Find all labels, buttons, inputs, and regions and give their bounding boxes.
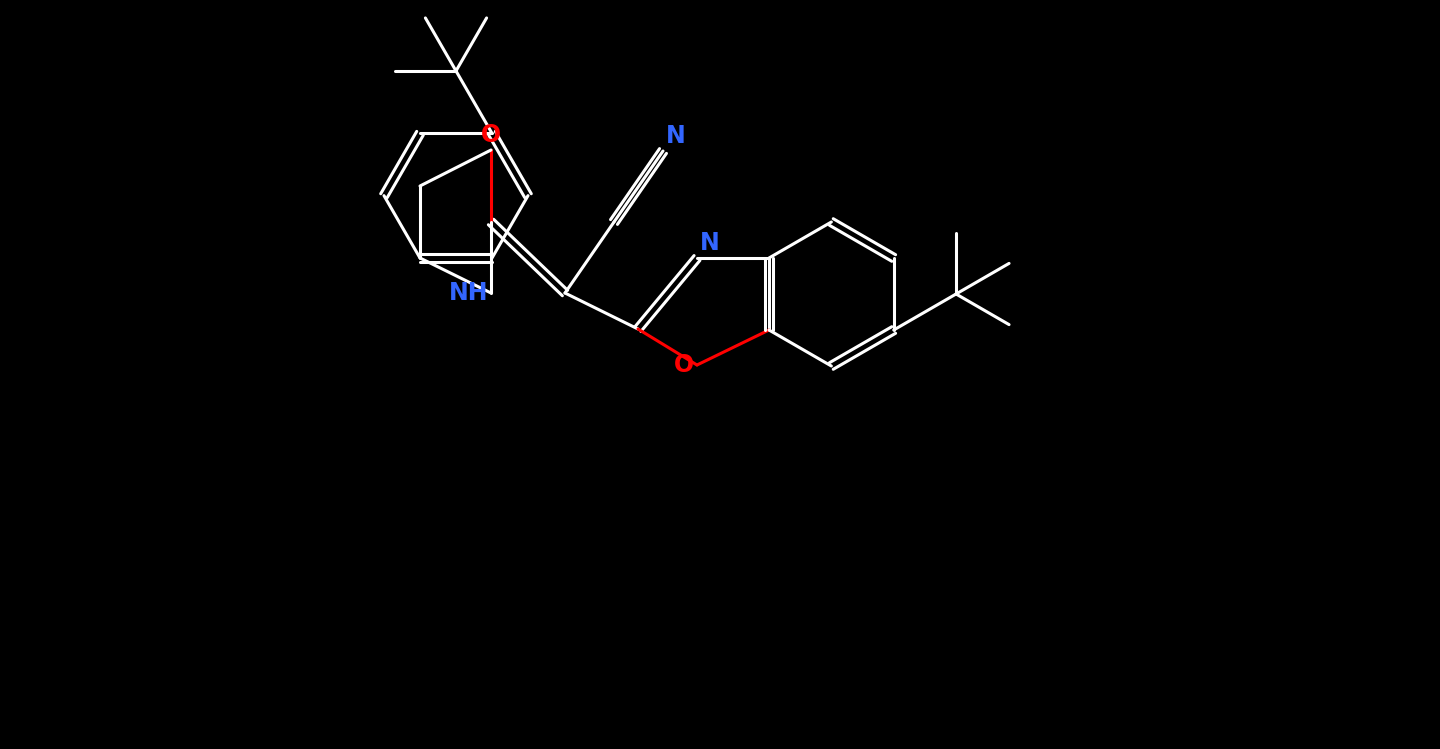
Text: N: N bbox=[665, 124, 685, 148]
Text: O: O bbox=[481, 123, 501, 147]
Text: NH: NH bbox=[448, 281, 488, 305]
Text: N: N bbox=[700, 231, 720, 255]
Text: O: O bbox=[674, 353, 694, 377]
